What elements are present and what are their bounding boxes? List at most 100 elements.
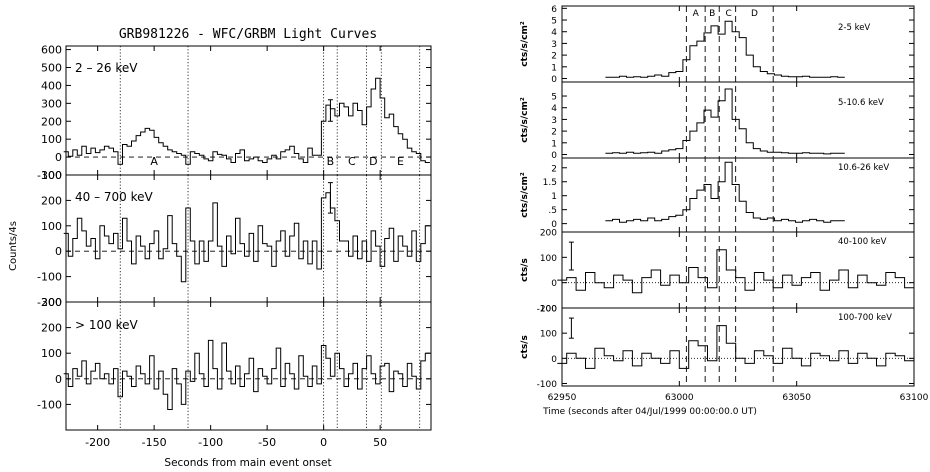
left-y-tick-label: 400 [41, 79, 62, 92]
left-y-tick-label: 0 [55, 245, 62, 258]
right-y-tick-label: 2 [551, 128, 557, 138]
left-chart-title: GRB981226 - WFC/GRBM Light Curves [119, 27, 377, 42]
left-y-tick-label: 300 [41, 97, 62, 110]
right-y-tick-label: 2 [551, 52, 557, 62]
right-y-tick-label: 200 [540, 229, 557, 239]
right-panel-2-ylabel: cts/s/cm² [520, 97, 530, 143]
right-x-tick-label: 63100 [900, 393, 929, 403]
left-x-tick-label: 0 [320, 436, 327, 449]
right-y-tick-label: 0 [551, 75, 557, 85]
left-y-tick-label: 200 [41, 115, 62, 128]
left-y-axis-label: Counts/4s [8, 221, 19, 271]
left-y-tick-label: 0 [55, 373, 62, 386]
right-light-curve-series [605, 88, 845, 155]
right-panel-1-frame [561, 5, 915, 83]
right-light-curve-series [605, 20, 845, 78]
right-marker-label: C [725, 9, 731, 19]
left-region-label: A [150, 155, 158, 168]
left-x-tick-label: -200 [85, 436, 110, 449]
left-panel-3-frame [65, 301, 432, 431]
right-light-curve-series [605, 161, 845, 223]
right-marker-label: B [709, 9, 715, 19]
left-panel-1: 2 – 26 keV -100 0 100 200 300 400 500 600 A B C D E [37, 44, 432, 182]
right-panel-4-ylabel: cts/s [520, 258, 530, 282]
left-panel-2: 40 – 700 keV -200 -100 0 100 200 300 [37, 169, 432, 309]
left-light-curve-chart: GRB981226 - WFC/GRBM Light Curves Counts… [8, 27, 432, 469]
left-y-tick-label: 100 [41, 347, 62, 360]
left-y-tick-label: 100 [41, 220, 62, 233]
right-panel-3-ylabel: cts/s/cm² [520, 172, 530, 218]
left-y-tick-label: -100 [37, 169, 62, 182]
right-panel-3-label: 10.6-26 keV [838, 163, 889, 173]
right-y-tick-label: 4 [551, 28, 557, 38]
right-panel-5-frame [561, 307, 915, 387]
left-y-tick-label: 200 [41, 194, 62, 207]
left-region-label: C [348, 155, 356, 168]
right-y-tick-label: -100 [537, 305, 558, 315]
right-x-ticks: 62950 6 3 0 0 0 63050 63100 [548, 6, 929, 403]
left-y-tick-label: 0 [55, 151, 62, 164]
right-panel-3: 10.6-26 keV cts/s/cm² 0 .5 1 1.5 2 [520, 157, 915, 233]
right-y-tick-label: 2 [551, 164, 557, 174]
right-x-tick-label: 62950 [548, 393, 577, 403]
right-y-tick-label: -100 [537, 380, 558, 390]
left-region-label: B [327, 155, 335, 168]
left-panel-1-label: 2 – 26 keV [75, 61, 138, 75]
left-light-curve-series [63, 192, 430, 283]
left-y-tick-label: 600 [41, 44, 62, 57]
right-panel-2-label: 5-10.6 keV [838, 98, 884, 108]
left-y-tick-label: -200 [37, 296, 62, 309]
right-light-curve-chart: Time (seconds after 04/Jul/1999 00:00:00… [520, 5, 929, 417]
left-y-tick-label: 300 [41, 169, 62, 182]
right-y-tick-label: 100 [540, 254, 557, 264]
left-region-label: D [369, 155, 377, 168]
right-y-tick-label: 0 [551, 151, 557, 161]
right-y-tick-label: 1 [551, 192, 557, 202]
right-panel-1-ylabel: cts/s/cm² [520, 21, 530, 67]
right-x-tick-label: 63050 [782, 393, 811, 403]
right-panel-5-label: 100-700 keV [838, 313, 892, 323]
left-x-tick-label: -50 [258, 436, 276, 449]
right-panel-4: 40-100 keV cts/s -100 0 100 200 [520, 229, 915, 315]
right-y-tick-label: 0 [551, 279, 557, 289]
left-x-ticks: -200 -150 -100 -50 0 50 [85, 46, 387, 449]
left-light-curve-series [63, 77, 430, 165]
right-y-tick-label: 3 [551, 116, 557, 126]
right-panel-1-label: 2-5 keV [838, 23, 870, 33]
right-y-tick-label: 5 [551, 93, 557, 103]
left-x-axis-label: Seconds from main event onset [164, 457, 331, 469]
right-panel-2-frame [561, 81, 915, 159]
left-y-tick-label: 500 [41, 62, 62, 75]
left-y-tick-label: 300 [41, 296, 62, 309]
right-y-tick-label: .5 [548, 206, 557, 216]
right-panel-5-ylabel: cts/s [520, 335, 530, 359]
left-region-label: E [397, 155, 404, 168]
left-x-tick-label: 50 [373, 436, 387, 449]
left-panel-2-label: 40 – 700 keV [75, 190, 154, 204]
left-x-tick-label: -150 [142, 436, 167, 449]
right-y-tick-label: 5 [551, 17, 557, 27]
right-light-curve-series [557, 249, 914, 294]
right-y-tick-label: 1 [551, 139, 557, 149]
left-y-tick-label: 200 [41, 322, 62, 335]
right-y-tick-label: 200 [540, 305, 557, 315]
left-light-curve-series [63, 339, 430, 410]
right-panel-4-label: 40-100 keV [838, 237, 887, 247]
right-y-tick-label: 1 [551, 63, 557, 73]
right-y-tick-label: 100 [540, 330, 557, 340]
right-panel-1: 2-5 keV cts/s/cm² 0 12 3 45 6 [520, 5, 915, 85]
right-y-tick-label: 0 [551, 220, 557, 230]
left-panel-3: > 100 keV -100 0 100 200 300 [37, 296, 432, 431]
left-x-tick-label: -100 [198, 436, 223, 449]
right-y-tick-label: 0 [551, 355, 557, 365]
right-marker-label: D [751, 9, 758, 19]
right-y-tick-label: 6 [551, 5, 557, 15]
left-panel-3-label: > 100 keV [75, 318, 138, 332]
right-y-tick-label: 3 [551, 40, 557, 50]
right-x-axis-label: Time (seconds after 04/Jul/1999 00:00:00… [542, 407, 757, 417]
left-y-tick-label: -100 [37, 271, 62, 284]
left-y-tick-label: 100 [41, 133, 62, 146]
right-marker-label: A [693, 9, 700, 19]
